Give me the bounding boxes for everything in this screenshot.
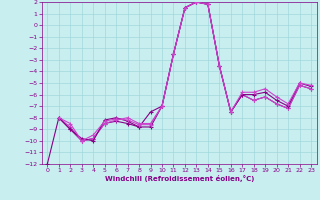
X-axis label: Windchill (Refroidissement éolien,°C): Windchill (Refroidissement éolien,°C): [105, 175, 254, 182]
